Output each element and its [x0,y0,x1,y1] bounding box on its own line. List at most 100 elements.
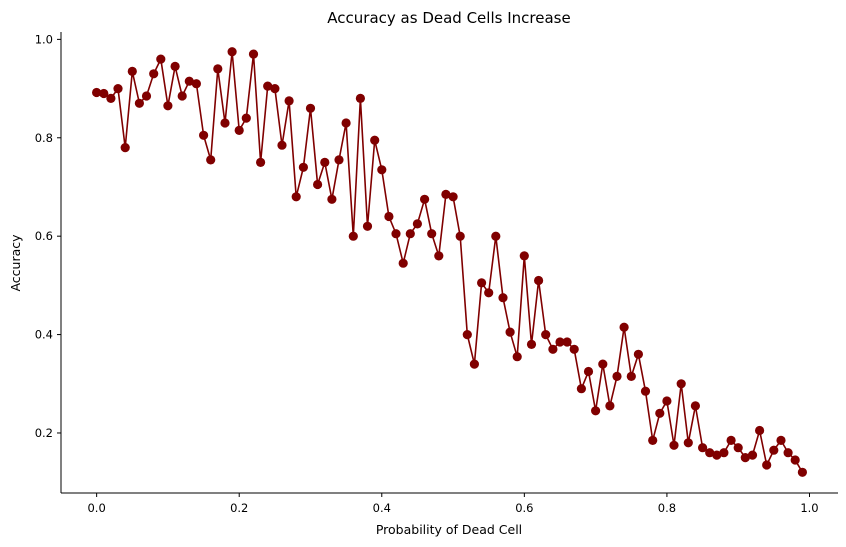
data-point [755,425,765,436]
data-point [213,64,223,74]
data-point [733,443,743,453]
data-point [134,98,144,108]
data-point [548,344,558,354]
data-point [676,379,686,389]
chart-title: Accuracy as Dead Cells Increase [327,9,570,27]
data-point [355,93,365,103]
data-point [149,69,159,79]
data-point [341,118,351,128]
data-point [277,140,287,150]
data-point [769,445,779,455]
data-point [284,96,294,106]
data-point [227,47,237,57]
data-point [248,49,259,59]
data-point [612,371,622,381]
data-point [206,155,216,165]
data-point [92,87,102,98]
data-point [712,450,722,460]
data-point [747,450,758,460]
y-tick-label: 0.6 [35,229,53,243]
data-point [391,229,401,239]
data-point [469,359,479,369]
data-point [783,448,793,458]
data-point [605,401,615,411]
x-tick-label: 0.4 [373,501,391,515]
x-tick-label: 0.0 [87,501,105,515]
data-point [191,79,201,89]
data-point [534,275,544,286]
data-point [598,359,608,369]
data-point [420,194,430,204]
data-point [113,84,123,94]
data-point [583,366,594,377]
data-point [776,435,786,445]
y-tick-label: 1.0 [35,32,53,46]
y-tick-label: 0.8 [35,131,53,145]
data-point [541,330,551,340]
data-point [797,467,808,477]
data-point [220,118,230,128]
data-point [348,231,358,241]
data-point [327,194,337,204]
data-point [427,229,437,239]
data-point [526,339,537,349]
data-point [519,251,529,261]
data-point [698,443,708,453]
data-point [334,155,344,165]
data-point [569,344,579,354]
data-point [719,448,729,458]
data-point [184,76,194,86]
data-point [199,130,209,140]
data-point [170,61,180,71]
data-point [562,337,572,347]
plot-area [92,47,808,477]
data-point [141,91,152,101]
data-point [263,81,273,91]
data-point [384,211,394,222]
data-point [662,396,672,406]
data-point [740,453,750,463]
data-point [270,84,280,94]
x-tick-label: 0.6 [515,501,533,515]
data-point [298,162,308,172]
data-point [448,192,458,202]
data-point [477,278,487,288]
y-axis-ticks: 0.2 0.4 0.6 0.8 1.0 [35,32,61,440]
data-point [127,66,137,76]
data-point [305,103,316,113]
data-point [370,135,380,145]
data-point [690,401,701,411]
data-point [377,165,387,175]
data-point [498,293,508,303]
data-point [156,54,166,64]
data-point [120,143,130,153]
x-tick-label: 0.2 [230,501,248,515]
data-point [313,179,323,190]
data-point [705,448,715,458]
data-point [491,231,501,241]
data-point [412,219,422,229]
data-point [462,330,472,340]
data-point [106,93,116,103]
data-point [434,251,444,261]
data-point [484,288,494,298]
data-point [441,189,451,199]
x-tick-label: 0.8 [658,501,676,515]
y-axis-label: Accuracy [8,234,23,292]
data-point [640,386,651,396]
data-point [619,322,629,332]
data-point [241,113,251,123]
data-point [683,438,693,448]
data-point [655,408,665,418]
data-point [762,460,772,470]
data-point [576,384,587,394]
data-point [405,229,415,239]
data-point [362,221,373,231]
data-point [633,349,644,359]
data-point [790,455,800,465]
data-point [163,101,173,111]
data-point [505,327,515,337]
data-point [256,157,266,167]
data-point [726,435,736,445]
